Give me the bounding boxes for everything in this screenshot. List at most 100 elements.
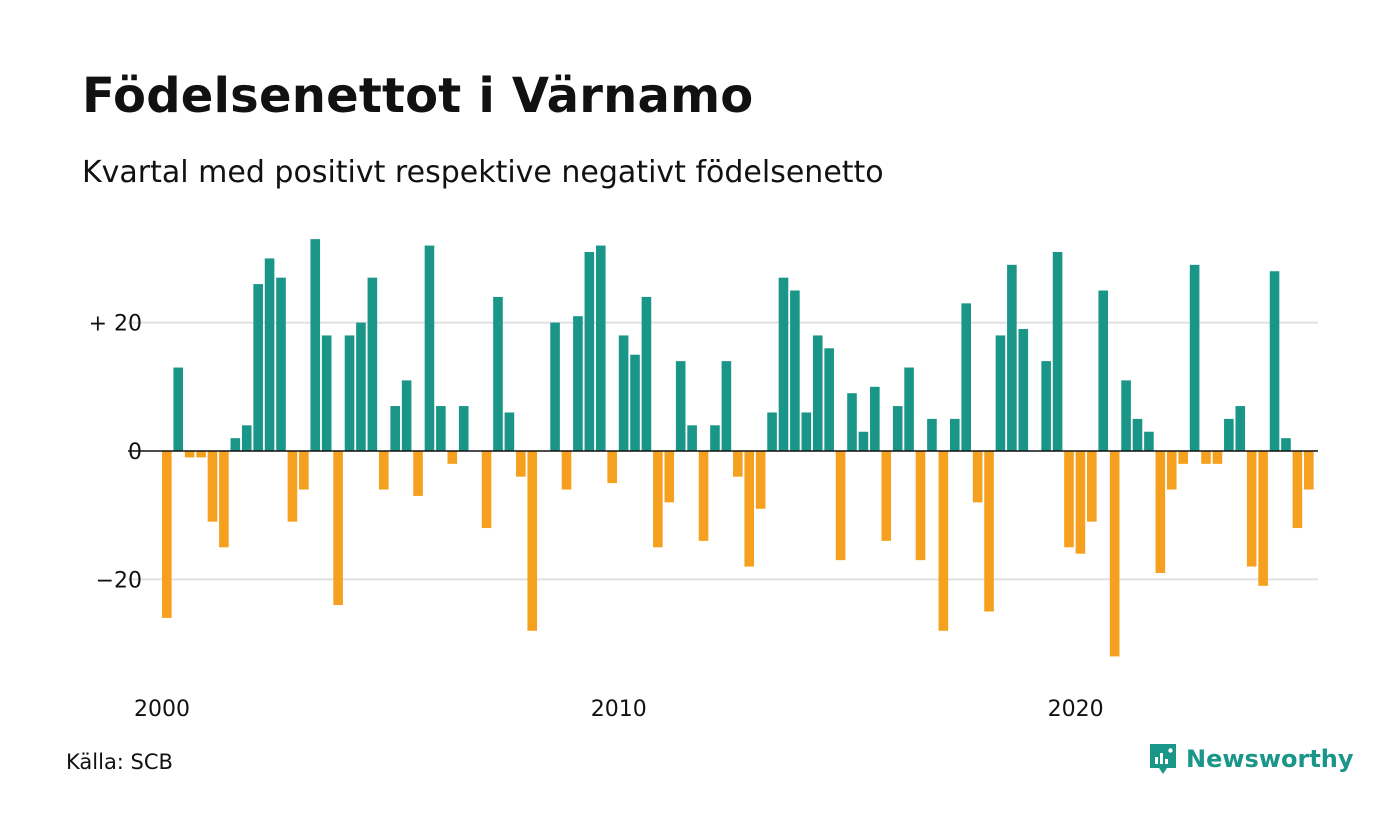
- newsworthy-brand[interactable]: Newsworthy: [1148, 742, 1354, 776]
- bar-positive: [1121, 380, 1131, 451]
- bar-positive: [904, 367, 914, 451]
- bar-positive: [801, 412, 812, 451]
- bar-negative: [607, 451, 617, 484]
- bar-positive: [710, 425, 720, 451]
- bar-positive: [1041, 361, 1051, 451]
- bar-negative: [733, 451, 743, 477]
- bar-positive: [1098, 290, 1109, 451]
- bar-positive: [253, 284, 263, 451]
- bar-negative: [333, 451, 343, 606]
- bar-negative: [1087, 451, 1097, 522]
- bar-negative: [744, 451, 755, 567]
- y-tick-label: 0: [128, 440, 142, 465]
- bar-positive: [641, 296, 652, 451]
- chart-subtitle: Kvartal med positivt respektive negativt…: [82, 155, 884, 190]
- bar-negative: [664, 451, 675, 503]
- x-axis-ticks: 2000 2010 2020: [134, 697, 1104, 722]
- y-tick-label: −20: [96, 568, 142, 593]
- bar-positive: [630, 354, 640, 451]
- bar-negative: [984, 451, 994, 612]
- bar-positive: [721, 361, 732, 451]
- bar-positive: [595, 245, 606, 451]
- bar-positive: [276, 277, 286, 451]
- bar-negative: [299, 451, 309, 490]
- bar-positive: [504, 412, 515, 451]
- bar-negative: [378, 451, 389, 490]
- bar-positive: [344, 335, 355, 451]
- bar-positive: [424, 245, 435, 451]
- bar-negative: [1258, 451, 1268, 586]
- bar-negative: [938, 451, 949, 631]
- bar-positive: [264, 258, 275, 451]
- bar-positive: [367, 277, 378, 451]
- bar-positive: [687, 425, 697, 451]
- bar-positive: [870, 386, 880, 451]
- bar-positive: [892, 406, 903, 451]
- bar-positive: [1052, 251, 1063, 451]
- bar-negative: [972, 451, 983, 503]
- bar-positive: [458, 406, 469, 451]
- bar-positive: [949, 418, 960, 451]
- bar-positive: [995, 335, 1006, 451]
- x-tick-label: 2000: [134, 697, 190, 722]
- bar-positive: [1235, 406, 1246, 451]
- bar-negative: [755, 451, 766, 509]
- bar-positive: [493, 296, 503, 451]
- bar-negative: [561, 451, 572, 490]
- bar-positive: [927, 418, 937, 451]
- bar-negative: [835, 451, 846, 561]
- newsworthy-logo-icon: [1150, 744, 1176, 774]
- bar-negative: [1304, 451, 1314, 490]
- bar-positive: [436, 406, 446, 451]
- bar-positive: [778, 277, 789, 451]
- bar-positive: [1189, 264, 1200, 451]
- bar-positive: [584, 251, 595, 451]
- bar-positive: [961, 303, 971, 451]
- source-note: Källa: SCB: [66, 750, 173, 774]
- bar-positive: [1144, 431, 1154, 451]
- bar-negative: [516, 451, 526, 477]
- bar-positive: [1224, 418, 1234, 451]
- bar-positive: [1269, 271, 1280, 451]
- y-tick-label: + 20: [89, 312, 142, 337]
- x-tick-label: 2020: [1048, 697, 1104, 722]
- bar-negative: [1075, 451, 1086, 554]
- bar-negative: [287, 451, 298, 522]
- chart-title: Födelsenettot i Värnamo: [82, 68, 754, 124]
- bar-positive: [675, 361, 686, 451]
- bar-negative: [1212, 451, 1223, 464]
- bar-negative: [184, 451, 195, 458]
- bar-negative: [1064, 451, 1074, 548]
- bar-positive: [173, 367, 184, 451]
- bar-positive: [812, 335, 823, 451]
- bar-positive: [241, 425, 252, 451]
- bar-negative: [1109, 451, 1120, 657]
- bar-negative: [1166, 451, 1177, 490]
- bar-negative: [653, 451, 663, 548]
- bar-positive: [767, 412, 777, 451]
- bar-negative: [1178, 451, 1188, 464]
- bar-positive: [550, 322, 560, 451]
- bar-negative: [162, 451, 172, 618]
- bar-negative: [1201, 451, 1211, 464]
- bar-positive: [618, 335, 629, 451]
- x-tick-label: 2010: [591, 697, 647, 722]
- bar-positive: [230, 438, 241, 451]
- bar-positive: [858, 431, 869, 451]
- brand-name: Newsworthy: [1186, 745, 1354, 773]
- bar-negative: [447, 451, 458, 464]
- bar-positive: [1281, 438, 1291, 451]
- bar-positive: [1132, 418, 1143, 451]
- bar-negative: [698, 451, 709, 541]
- bar-negative: [915, 451, 926, 561]
- y-axis-ticks: + 20 0 −20: [89, 312, 142, 594]
- bar-positive: [847, 393, 857, 451]
- bar-negative: [196, 451, 206, 458]
- bar-negative: [1246, 451, 1257, 567]
- bar-negative: [1155, 451, 1166, 573]
- bar-positive: [1007, 264, 1017, 451]
- bar-positive: [573, 316, 583, 451]
- bar-negative: [881, 451, 892, 541]
- bar-negative: [481, 451, 492, 529]
